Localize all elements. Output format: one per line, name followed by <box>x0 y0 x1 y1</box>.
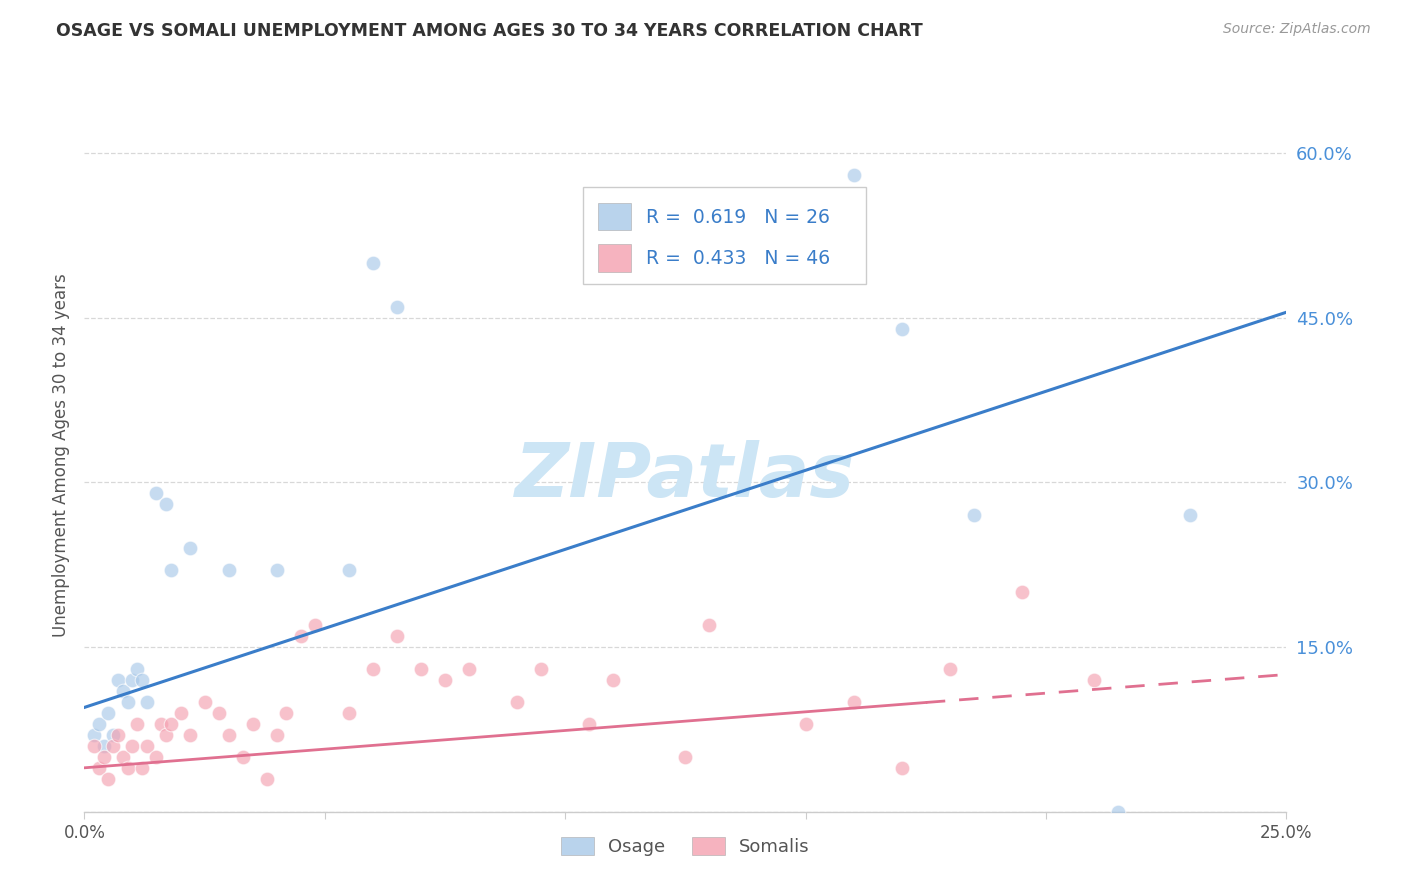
Point <box>578 717 600 731</box>
Point <box>107 728 129 742</box>
Point <box>218 563 240 577</box>
Point <box>506 695 529 709</box>
Point <box>97 772 120 786</box>
Point <box>87 761 110 775</box>
Text: R =  0.433   N = 46: R = 0.433 N = 46 <box>645 249 830 268</box>
Point <box>1011 585 1033 599</box>
Point <box>107 673 129 687</box>
Point <box>121 673 143 687</box>
Point <box>111 749 134 764</box>
Point <box>160 563 183 577</box>
Point <box>458 662 481 676</box>
Text: ZIPatlas: ZIPatlas <box>516 440 855 513</box>
Point <box>256 772 278 786</box>
Point <box>103 739 125 753</box>
Point <box>169 706 191 720</box>
Point <box>131 761 153 775</box>
FancyBboxPatch shape <box>598 203 631 230</box>
Point <box>103 728 125 742</box>
Point <box>530 662 553 676</box>
Legend: Osage, Somalis: Osage, Somalis <box>554 830 817 863</box>
Point <box>842 168 865 182</box>
Point <box>385 300 408 314</box>
Point <box>266 728 288 742</box>
Point <box>1083 673 1105 687</box>
Point <box>939 662 962 676</box>
Point <box>131 673 153 687</box>
Point <box>675 749 697 764</box>
Point <box>361 662 384 676</box>
Point <box>208 706 231 720</box>
Point <box>385 629 408 643</box>
Point <box>842 695 865 709</box>
Y-axis label: Unemployment Among Ages 30 to 34 years: Unemployment Among Ages 30 to 34 years <box>52 273 70 637</box>
Point <box>1180 508 1202 523</box>
Point <box>194 695 217 709</box>
FancyBboxPatch shape <box>583 187 866 284</box>
Point <box>337 563 360 577</box>
Text: OSAGE VS SOMALI UNEMPLOYMENT AMONG AGES 30 TO 34 YEARS CORRELATION CHART: OSAGE VS SOMALI UNEMPLOYMENT AMONG AGES … <box>56 22 922 40</box>
Point <box>890 761 912 775</box>
Point <box>699 618 721 632</box>
Point <box>602 673 624 687</box>
Point <box>127 717 149 731</box>
Point <box>963 508 986 523</box>
Point <box>117 695 139 709</box>
Point <box>145 749 167 764</box>
Point <box>93 739 115 753</box>
Point <box>135 695 157 709</box>
Point <box>1107 805 1129 819</box>
Point <box>160 717 183 731</box>
Point <box>87 717 110 731</box>
Point <box>179 728 201 742</box>
Point <box>127 662 149 676</box>
Point <box>434 673 457 687</box>
Point <box>361 256 384 270</box>
Point <box>290 629 312 643</box>
Point <box>111 684 134 698</box>
Point <box>83 739 105 753</box>
Point <box>135 739 157 753</box>
Point <box>155 497 177 511</box>
Point <box>83 728 105 742</box>
Point <box>117 761 139 775</box>
Text: Source: ZipAtlas.com: Source: ZipAtlas.com <box>1223 22 1371 37</box>
Point <box>121 739 143 753</box>
Point <box>150 717 173 731</box>
Point <box>890 321 912 335</box>
Point <box>337 706 360 720</box>
Point <box>304 618 326 632</box>
Point <box>276 706 298 720</box>
Point <box>232 749 254 764</box>
Text: R =  0.619   N = 26: R = 0.619 N = 26 <box>645 208 830 227</box>
Point <box>155 728 177 742</box>
Point <box>794 717 817 731</box>
Point <box>218 728 240 742</box>
Point <box>145 486 167 500</box>
Point <box>179 541 201 556</box>
Point <box>409 662 432 676</box>
Point <box>266 563 288 577</box>
FancyBboxPatch shape <box>598 244 631 271</box>
Point <box>242 717 264 731</box>
Point <box>97 706 120 720</box>
Point <box>93 749 115 764</box>
